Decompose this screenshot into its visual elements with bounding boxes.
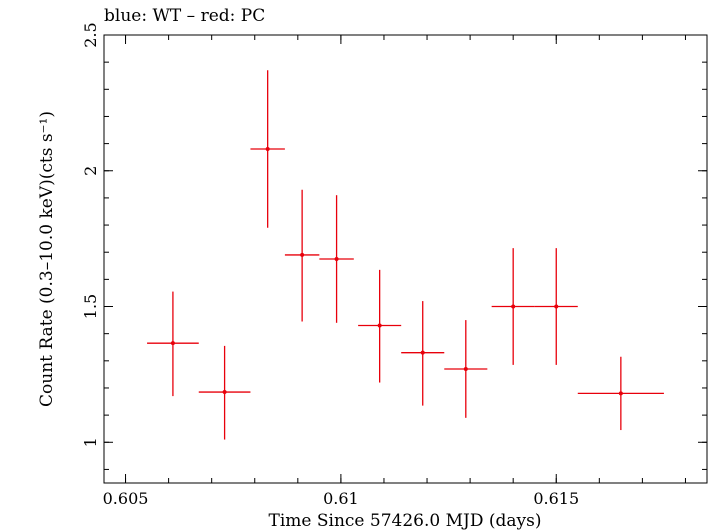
data-point: [358, 269, 402, 383]
x-tick-label: 0.61: [323, 489, 359, 508]
data-point: [147, 291, 199, 397]
x-tick-label: 0.615: [533, 489, 579, 508]
y-axis-label: Count Rate (0.3–10.0 keV)(cts s⁻¹): [37, 111, 57, 407]
data-point: [198, 345, 251, 440]
data-marker: [377, 323, 382, 328]
data-marker: [420, 350, 425, 355]
data-marker: [170, 341, 175, 346]
y-tick-label: 2.5: [81, 22, 100, 47]
axis-ticks: 0.605 0.61 0.615 1 1.5 2 2.5: [81, 22, 707, 508]
data-marker: [300, 252, 305, 257]
data-point: [284, 189, 320, 322]
data-point: [491, 248, 535, 365]
data-point: [534, 248, 578, 365]
y-tick-label: 2: [81, 166, 100, 176]
data-marker: [463, 366, 468, 371]
data-marker: [618, 391, 623, 396]
data-point: [319, 195, 354, 323]
x-tick-label: 0.605: [103, 489, 149, 508]
data-point: [444, 320, 488, 418]
y-tick-label: 1.5: [81, 294, 100, 319]
data-point: [250, 70, 285, 228]
chart-title: blue: WT – red: PC: [104, 6, 265, 26]
data-marker: [554, 304, 559, 309]
y-tick-label: 1: [81, 437, 100, 447]
x-axis-label: Time Since 57426.0 MJD (days): [269, 511, 542, 531]
data-marker: [511, 304, 516, 309]
plot-frame: [103, 34, 708, 484]
data-marker: [334, 257, 339, 261]
data-point: [577, 356, 664, 431]
data-point: [401, 301, 445, 406]
series-pc: [147, 70, 664, 440]
data-series: [147, 70, 664, 440]
data-marker: [265, 147, 270, 152]
data-marker: [222, 390, 227, 395]
